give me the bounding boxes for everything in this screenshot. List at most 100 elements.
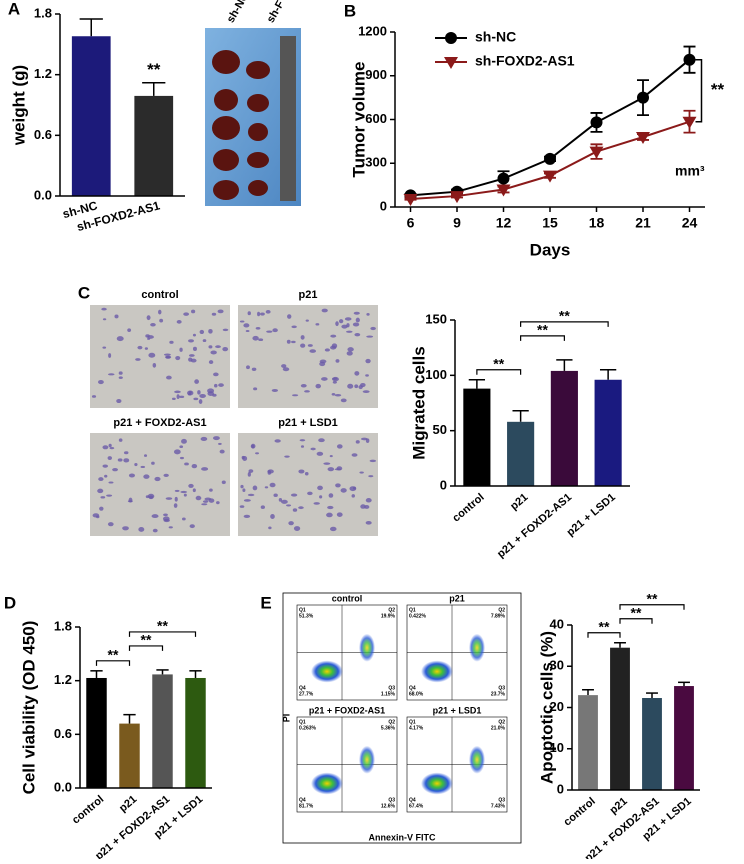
cell [163, 513, 168, 517]
cell [247, 471, 251, 477]
flow-y-label: PI [281, 714, 291, 723]
cell [250, 443, 256, 449]
cell [118, 371, 123, 375]
cell [134, 462, 138, 467]
cell [184, 462, 189, 466]
cell [315, 323, 320, 326]
cell [351, 494, 355, 498]
cell [175, 356, 181, 361]
cell [210, 350, 217, 355]
cell [345, 330, 353, 333]
cell [351, 453, 358, 457]
legend-label: sh-NC [475, 29, 516, 45]
cell [298, 469, 305, 474]
cell [213, 436, 220, 441]
cell [199, 329, 205, 335]
cell [331, 343, 338, 349]
significance: ** [537, 322, 548, 338]
significance-bracket [128, 645, 164, 651]
cell [101, 307, 107, 311]
cell [288, 521, 294, 526]
cell [269, 482, 276, 488]
significance-bracket [520, 335, 565, 341]
quadrant-id: Q1 [299, 719, 306, 725]
cell [171, 397, 176, 401]
y-tick-label: 0 [440, 477, 447, 492]
quadrant-percent: 4.17% [409, 725, 424, 731]
cell [183, 312, 190, 316]
cell [365, 521, 372, 525]
quadrant-id: Q3 [388, 685, 395, 691]
cell [240, 484, 244, 489]
marker [590, 116, 603, 129]
cell-cluster [311, 660, 343, 683]
cell [135, 358, 141, 361]
significance-bracket [128, 631, 197, 637]
cell [137, 345, 143, 350]
cell [106, 494, 113, 497]
cell [239, 505, 245, 508]
y-tick-label: 100 [425, 367, 447, 382]
cell [281, 499, 288, 504]
significance: ** [147, 60, 161, 79]
cell [152, 362, 157, 368]
y-tick-label: 10 [550, 740, 564, 755]
cell [145, 334, 150, 338]
bar [610, 647, 630, 790]
significance: ** [631, 604, 642, 620]
quadrant-id: Q2 [498, 719, 505, 725]
x-tick-label: 6 [407, 215, 415, 231]
cell [252, 485, 258, 491]
cell [266, 330, 273, 333]
cell [368, 475, 374, 478]
cell [107, 522, 114, 527]
cell [152, 528, 158, 533]
bar [463, 388, 491, 486]
cell [355, 440, 360, 444]
cell [208, 498, 215, 503]
cell [99, 506, 104, 511]
cell [246, 365, 250, 370]
cell [91, 395, 97, 398]
cell [144, 454, 148, 457]
quadrant-id: Q3 [498, 797, 505, 803]
cell [168, 526, 173, 529]
cell [335, 321, 339, 327]
cell [118, 438, 123, 442]
flow-title: p21 + LSD1 [433, 705, 482, 715]
cell [208, 345, 213, 349]
cell [347, 347, 354, 352]
quadrant-id: Q3 [388, 797, 395, 803]
unit-label: mm³ [675, 163, 705, 179]
cell [144, 347, 149, 350]
cell [290, 493, 298, 497]
cell [102, 445, 109, 450]
cell-cluster [359, 745, 375, 774]
significance: ** [711, 80, 725, 99]
cell [218, 442, 222, 445]
cell [331, 392, 336, 396]
cell [162, 516, 170, 522]
cell [189, 524, 195, 529]
marker [683, 53, 696, 66]
cell [208, 360, 214, 365]
y-tick-label: 0.6 [54, 726, 72, 741]
tumor [246, 61, 270, 79]
significance-bracket [587, 632, 621, 638]
x-tick-label: p21 [608, 795, 630, 816]
legend-marker [444, 57, 458, 69]
cell [336, 512, 343, 517]
significance-bracket [695, 58, 703, 123]
cell [360, 437, 368, 441]
cell [245, 329, 250, 333]
cell [174, 496, 178, 502]
bar [674, 686, 694, 790]
cell [176, 320, 182, 324]
y-tick-label: 1.2 [54, 672, 72, 687]
cell [319, 361, 326, 367]
significance: ** [647, 590, 658, 606]
x-tick-label: 9 [453, 215, 461, 231]
micrograph-label: control [141, 289, 178, 301]
flow-frame [282, 592, 522, 844]
cell [327, 505, 334, 510]
